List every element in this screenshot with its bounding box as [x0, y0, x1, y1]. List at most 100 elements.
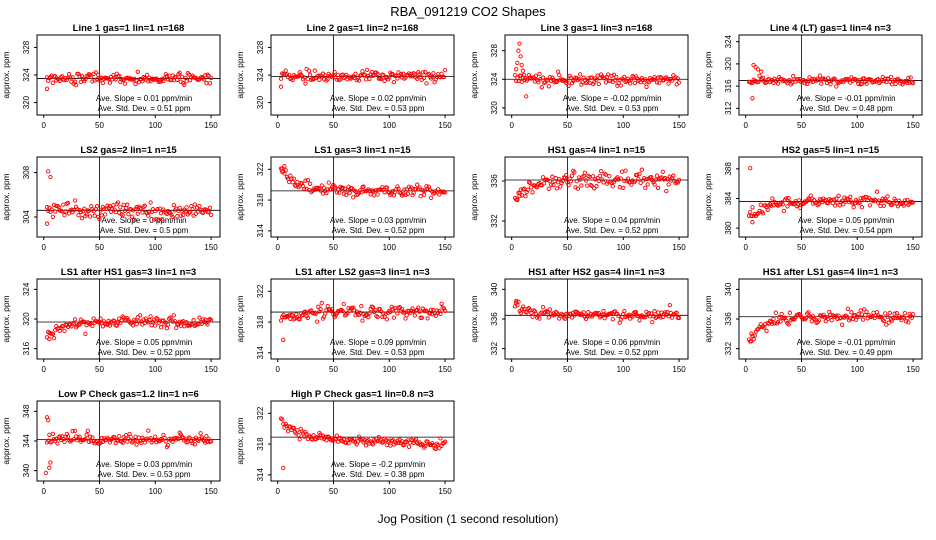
- data-point: [778, 319, 783, 324]
- data-point: [417, 185, 422, 190]
- data-point: [891, 315, 896, 321]
- data-point: [547, 74, 553, 80]
- data-point: [844, 196, 849, 201]
- data-point: [517, 190, 522, 196]
- data-point: [208, 75, 214, 81]
- scatter-points: [278, 416, 448, 471]
- subplot-14: High P Check gas=1 lin=0.8 n=3 approx. pp…: [235, 389, 455, 496]
- slope-annotation: Ave. Slope = 0.01 ppm/min: [96, 94, 192, 103]
- x-tick-label: 150: [204, 365, 218, 374]
- data-point: [415, 182, 420, 187]
- data-point: [129, 77, 135, 82]
- x-tick-label: 50: [95, 243, 104, 252]
- data-point: [120, 314, 125, 319]
- data-point: [135, 211, 140, 216]
- data-point: [96, 72, 101, 78]
- data-point: [367, 76, 372, 81]
- scatter-points: [512, 167, 682, 203]
- stddev-annotation: Ave. Std. Dev. = 0.52 ppm: [98, 348, 191, 357]
- slope-annotation: Ave. Slope = -0.01 ppm/min: [797, 338, 896, 347]
- data-point: [105, 322, 110, 327]
- data-point: [118, 205, 123, 210]
- scatter-points: [278, 66, 448, 89]
- data-point: [148, 314, 153, 319]
- subplot-title: Low P Check gas=1.2 lin=1 n=6: [58, 389, 199, 400]
- data-point: [70, 75, 75, 80]
- data-point: [357, 310, 363, 315]
- data-point: [828, 82, 833, 87]
- x-tick-label: 100: [851, 365, 865, 374]
- y-tick-label: 322: [256, 162, 265, 176]
- data-point: [281, 312, 286, 318]
- data-point: [533, 73, 539, 78]
- data-point: [746, 213, 752, 218]
- data-point: [650, 319, 655, 325]
- y-tick-label: 332: [490, 214, 499, 228]
- data-point: [602, 75, 607, 81]
- data-point: [208, 439, 214, 444]
- data-point: [652, 309, 657, 314]
- subplot-cell: HS1 after HS2 gas=4 lin=1 n=3 approx. ppm…: [468, 266, 702, 388]
- data-point: [817, 73, 823, 78]
- y-tick-label: 324: [724, 34, 733, 48]
- y-tick-label: 314: [256, 346, 265, 360]
- data-point: [578, 177, 583, 182]
- data-point: [325, 77, 330, 82]
- x-tick-label: 0: [275, 487, 280, 496]
- data-point: [516, 299, 521, 304]
- data-point: [674, 310, 679, 315]
- stddev-annotation: Ave. Std. Dev. = 0.52 ppm: [566, 226, 659, 235]
- data-point: [87, 434, 93, 439]
- data-point: [857, 78, 862, 83]
- data-point: [76, 213, 81, 218]
- data-point: [781, 208, 787, 214]
- data-point: [347, 190, 352, 196]
- data-point: [345, 310, 350, 316]
- stddev-annotation: Ave. Std. Dev. = 0.51 ppm: [98, 104, 191, 113]
- data-point: [153, 434, 158, 439]
- data-point: [62, 328, 67, 334]
- data-point: [104, 321, 109, 326]
- data-point: [98, 316, 103, 321]
- data-point: [574, 179, 579, 184]
- data-point: [629, 313, 634, 318]
- data-point: [676, 80, 682, 85]
- slope-annotation: Ave. Slope = 0 ppm/min: [102, 216, 187, 225]
- y-tick-label: 318: [256, 193, 265, 207]
- data-point: [307, 181, 313, 186]
- data-point: [90, 79, 95, 84]
- data-point: [585, 313, 590, 319]
- data-point: [831, 197, 837, 202]
- subplot-cell: Line 4 (LT) gas=1 lin=4 n=3 approx. ppm 0 5…: [702, 22, 936, 144]
- data-point: [57, 78, 62, 84]
- data-point: [536, 80, 541, 85]
- data-point: [51, 336, 57, 341]
- subplot-title: Line 1 gas=1 lin=1 n=168: [73, 23, 185, 34]
- data-point: [302, 434, 307, 439]
- data-point: [649, 311, 654, 316]
- data-point: [160, 217, 165, 222]
- data-point: [149, 440, 154, 445]
- data-point: [140, 79, 145, 84]
- data-point: [319, 301, 324, 306]
- data-point: [675, 76, 681, 81]
- y-tick-label: 318: [256, 437, 265, 451]
- data-point: [368, 192, 373, 197]
- data-point: [591, 80, 597, 85]
- data-point: [596, 81, 601, 87]
- data-point: [359, 304, 364, 309]
- data-point: [390, 188, 395, 194]
- data-point: [132, 217, 137, 222]
- data-point-outlier: [281, 465, 286, 471]
- data-point: [395, 184, 400, 189]
- x-tick-label: 0: [41, 243, 46, 252]
- data-point: [644, 177, 649, 182]
- x-tick-label: 50: [329, 243, 338, 252]
- data-point: [291, 176, 296, 181]
- data-point: [905, 197, 910, 203]
- data-point: [643, 185, 648, 191]
- data-point: [437, 446, 442, 451]
- data-point: [72, 317, 78, 322]
- data-point: [192, 202, 197, 207]
- data-point-outlier: [515, 60, 520, 66]
